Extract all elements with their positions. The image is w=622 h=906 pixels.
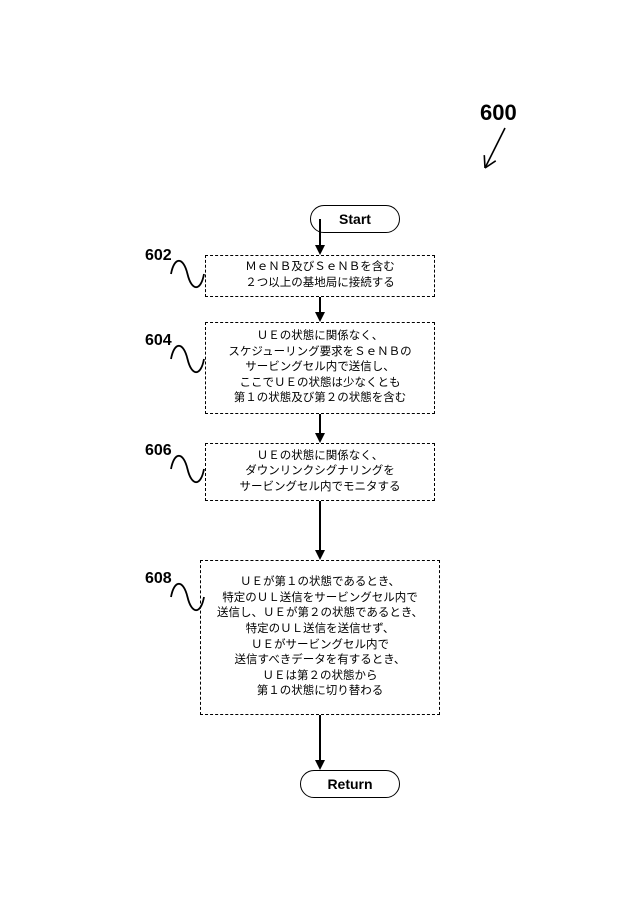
node-start: Start <box>310 205 400 233</box>
node-n604-line: ＵＥの状態に関係なく、 <box>257 329 384 345</box>
node-n606-line: サービングセル内でモニタする <box>240 480 401 496</box>
arrow-head-icon <box>315 312 325 322</box>
wave-icon <box>170 453 205 485</box>
node-return-line: Return <box>327 775 372 794</box>
node-n608-line: 送信し、ＵＥが第２の状態であるとき、 <box>217 606 423 622</box>
node-n608-line: 特定のＵＬ送信を送信せず、 <box>246 622 395 638</box>
step-label-608: 608 <box>145 570 172 588</box>
node-n604-line: 第１の状態及び第２の状態を含む <box>234 391 407 407</box>
arrow-head-icon <box>315 760 325 770</box>
node-n602-line: ＭｅＮＢ及びＳｅＮＢを含む <box>245 260 395 276</box>
wave-icon <box>170 581 205 613</box>
step-label-604: 604 <box>145 332 172 350</box>
node-n602: ＭｅＮＢ及びＳｅＮＢを含む２つ以上の基地局に接続する <box>205 255 435 297</box>
step-label-606: 606 <box>145 442 172 460</box>
node-n604-line: ここでＵＥの状態は少なくとも <box>240 376 401 392</box>
node-n604-line: サービングセル内で送信し、 <box>245 360 395 376</box>
arrow-line <box>319 297 321 313</box>
arrow-head-icon <box>315 433 325 443</box>
node-n604-line: スケジューリング要求をＳｅＮＢの <box>228 345 411 361</box>
arrow-line <box>319 219 321 246</box>
node-n608-line: 特定のＵＬ送信をサービングセル内で <box>222 591 418 607</box>
node-n606-line: ＵＥの状態に関係なく、 <box>257 449 384 465</box>
node-n608-line: ＵＥが第１の状態であるとき、 <box>240 575 400 591</box>
node-n608: ＵＥが第１の状態であるとき、特定のＵＬ送信をサービングセル内で送信し、ＵＥが第２… <box>200 560 440 715</box>
arrow-head-icon <box>315 550 325 560</box>
node-start-line: Start <box>339 210 371 229</box>
arrow-line <box>319 501 321 551</box>
node-return: Return <box>300 770 400 798</box>
figure-number: 600 <box>480 100 517 126</box>
node-n602-line: ２つ以上の基地局に接続する <box>245 276 395 292</box>
flowchart-canvas: 600 Start ＭｅＮＢ及びＳｅＮＢを含む２つ以上の基地局に接続する ＵＥの状態… <box>0 0 622 906</box>
node-n606: ＵＥの状態に関係なく、ダウンリンクシグナリングをサービングセル内でモニタする <box>205 443 435 501</box>
node-n608-line: ＵＥがサービングセル内で <box>251 638 389 654</box>
arrow-line <box>319 715 321 761</box>
node-n608-line: 第１の状態に切り替わる <box>257 684 384 700</box>
wave-icon <box>170 343 205 375</box>
arrow-head-icon <box>315 245 325 255</box>
node-n606-line: ダウンリンクシグナリングを <box>245 464 395 480</box>
node-n608-line: 送信すべきデータを有するとき、 <box>235 653 406 669</box>
step-label-602: 602 <box>145 247 172 265</box>
node-n608-line: ＵＥは第２の状態から <box>263 669 378 685</box>
wave-icon <box>170 258 205 290</box>
arrow-line <box>319 414 321 434</box>
node-n604: ＵＥの状態に関係なく、スケジューリング要求をＳｅＮＢのサービングセル内で送信し、… <box>205 322 435 414</box>
